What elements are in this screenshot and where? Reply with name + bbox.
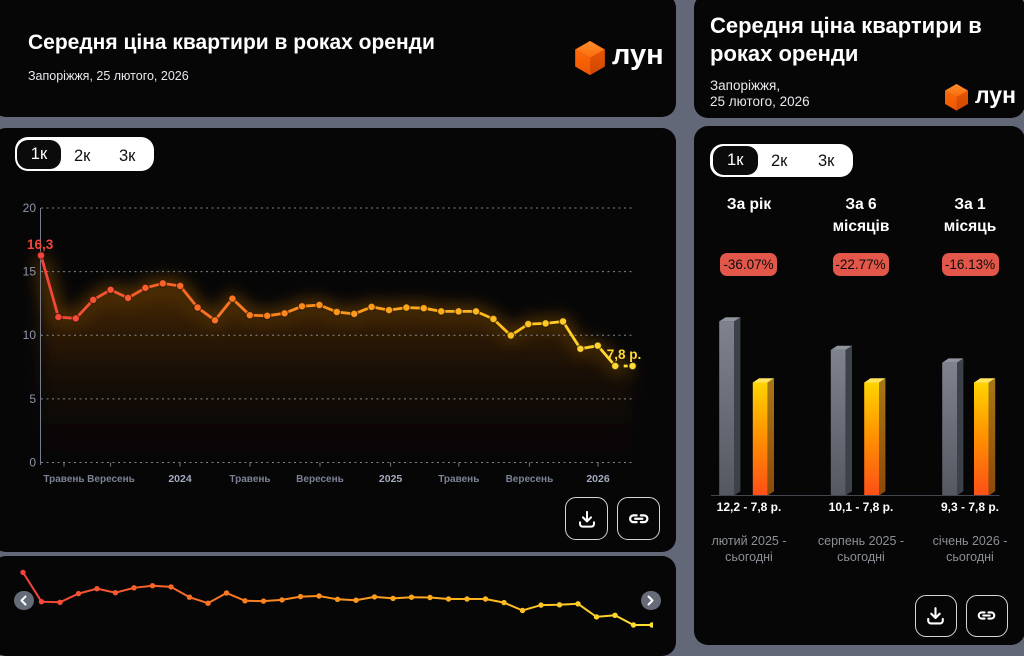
svg-text:16,3: 16,3 (27, 237, 54, 252)
svg-text:2026: 2026 (586, 473, 610, 485)
svg-text:2025: 2025 (379, 473, 403, 485)
svg-text:15: 15 (23, 265, 37, 279)
svg-text:2024: 2024 (168, 473, 192, 485)
svg-text:0: 0 (29, 456, 36, 470)
svg-text:Вересень: Вересень (506, 474, 554, 485)
svg-text:Травень: Травень (43, 474, 84, 485)
svg-text:20: 20 (23, 201, 37, 215)
svg-text:Вересень: Вересень (296, 474, 344, 485)
svg-text:Травень: Травень (438, 474, 479, 485)
svg-text:5: 5 (29, 392, 36, 406)
svg-text:7,8 р.: 7,8 р. (607, 347, 642, 362)
svg-text:Вересень: Вересень (87, 474, 135, 485)
svg-text:Травень: Травень (229, 474, 270, 485)
svg-text:10: 10 (23, 328, 37, 342)
